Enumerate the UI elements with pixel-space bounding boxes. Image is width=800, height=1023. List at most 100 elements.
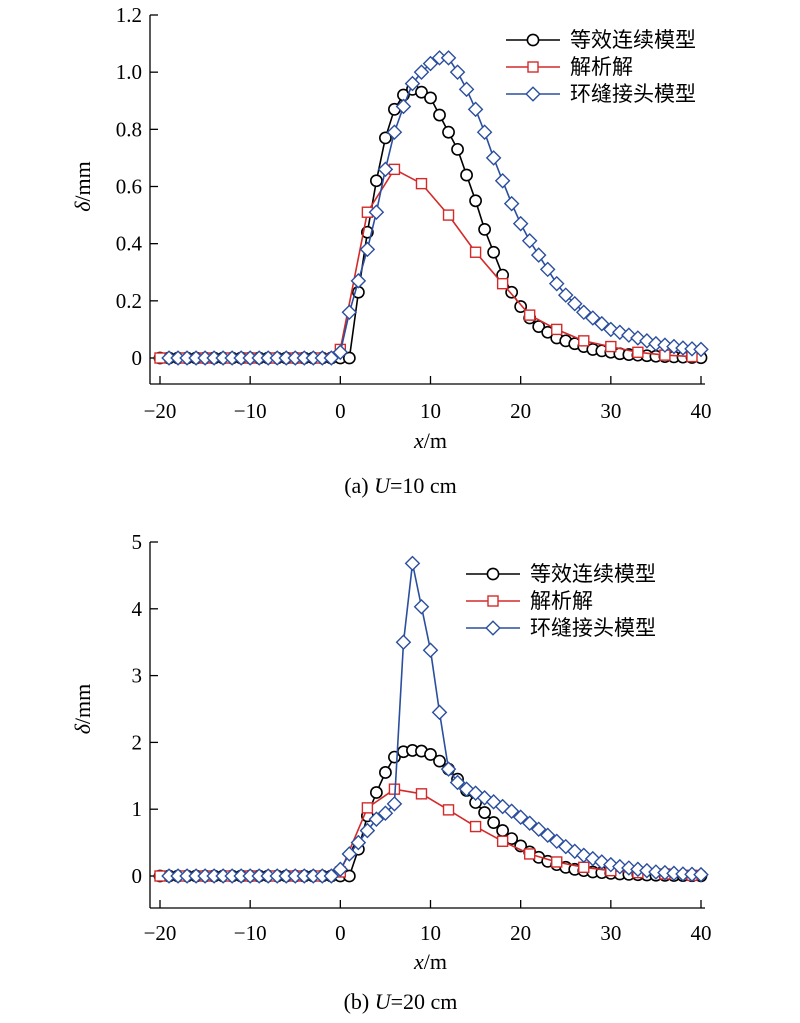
x-axis-title-unit: /m: [424, 949, 447, 974]
series-line: [169, 563, 702, 877]
y-tick-label: 0: [132, 864, 143, 888]
caption-var: U: [375, 989, 393, 1014]
data-point: [377, 161, 394, 178]
data-point: [603, 321, 619, 338]
data-point: [424, 91, 437, 105]
data-point: [332, 344, 349, 361]
data-point: [449, 774, 466, 791]
data-point: [413, 599, 430, 615]
y-tick-label: 1: [132, 797, 143, 821]
data-point: [386, 124, 403, 140]
data-point: [496, 824, 510, 837]
x-tick-label: 20: [510, 921, 531, 945]
chart-caption: (a) U=10 cm: [344, 473, 457, 498]
data-point: [323, 868, 340, 884]
data-point: [487, 245, 501, 259]
series-line: [160, 749, 702, 877]
legend-label: 解析解: [530, 589, 593, 613]
data-point: [539, 827, 556, 844]
data-point: [478, 222, 491, 236]
y-tick-label: 5: [132, 530, 143, 554]
x-tick-label: 0: [335, 921, 346, 945]
data-point: [575, 304, 592, 321]
y-axis-title-unit: /mm: [70, 684, 95, 724]
data-point: [605, 340, 617, 353]
x-axis-title: x/m: [413, 428, 447, 453]
legend-label: 解析解: [570, 55, 633, 79]
caption-var: U: [374, 473, 392, 498]
data-point: [442, 209, 455, 221]
data-point: [530, 247, 547, 263]
data-point: [341, 304, 358, 321]
data-point: [621, 860, 637, 876]
y-axis-title: δ/mm: [70, 161, 95, 212]
x-tick-label: 10: [420, 399, 441, 423]
data-point: [424, 748, 437, 761]
y-axis-title-var: δ: [70, 723, 95, 734]
data-point: [521, 815, 538, 832]
data-point: [404, 75, 421, 92]
data-point: [449, 64, 466, 80]
data-point: [557, 838, 574, 855]
data-point: [469, 820, 482, 833]
data-point: [440, 761, 457, 777]
y-tick-label: 2: [132, 730, 143, 754]
data-point: [433, 754, 446, 768]
data-point: [693, 866, 709, 883]
data-point: [494, 172, 511, 189]
legend-marker: [487, 595, 499, 607]
data-point: [496, 277, 509, 290]
y-tick-label: 0: [132, 346, 143, 370]
y-axis-title-var: δ: [70, 201, 95, 212]
y-axis-title-unit: /mm: [70, 161, 95, 201]
data-point: [657, 337, 673, 353]
data-point: [442, 804, 455, 816]
series-diamond: [161, 555, 709, 884]
data-point: [512, 215, 529, 232]
data-point: [422, 55, 439, 72]
data-point: [557, 287, 574, 303]
data-point: [551, 323, 563, 336]
data-point: [404, 555, 421, 572]
series-circle: [153, 744, 708, 883]
y-tick-label: 3: [132, 664, 143, 688]
data-point: [521, 233, 538, 249]
data-point: [693, 341, 709, 358]
data-point: [496, 835, 509, 847]
legend-label: 环缝接头模型: [530, 616, 656, 640]
x-tick-label: 40: [691, 399, 712, 423]
data-point: [476, 790, 493, 806]
data-point: [369, 786, 383, 799]
data-point: [415, 177, 428, 190]
data-point: [523, 848, 536, 860]
data-point: [350, 273, 367, 289]
data-point: [548, 275, 565, 292]
data-point: [469, 194, 482, 208]
data-point: [512, 809, 529, 826]
x-axis-title-unit: /m: [424, 428, 447, 453]
data-point: [530, 821, 547, 838]
legend-marker: [526, 33, 540, 47]
data-point: [395, 634, 412, 650]
data-point: [413, 64, 430, 80]
data-point: [578, 335, 590, 347]
legend-marker: [486, 567, 500, 581]
chart-panel-b: 0 1 2 3 4 5 −20 −10 0 10 20 30 40 x/m δ/mm (b) U=20 cm 等…: [70, 530, 712, 1014]
data-point: [451, 142, 464, 156]
legend-marker: [525, 86, 541, 102]
data-point: [469, 246, 482, 258]
x-tick-label: 40: [691, 921, 712, 945]
data-point: [341, 846, 358, 862]
y-tick-label: 0.8: [116, 117, 142, 141]
data-point: [369, 174, 383, 188]
data-point: [632, 346, 644, 358]
legend-marker: [485, 620, 501, 636]
data-point: [440, 50, 457, 66]
data-point: [377, 805, 394, 821]
data-point: [350, 834, 367, 851]
x-axis-title: x/m: [413, 949, 447, 974]
data-point: [379, 766, 392, 779]
data-point: [585, 310, 601, 326]
caption-rest: =20 cm: [391, 989, 458, 1014]
legend-label: 环缝接头模型: [570, 82, 696, 106]
